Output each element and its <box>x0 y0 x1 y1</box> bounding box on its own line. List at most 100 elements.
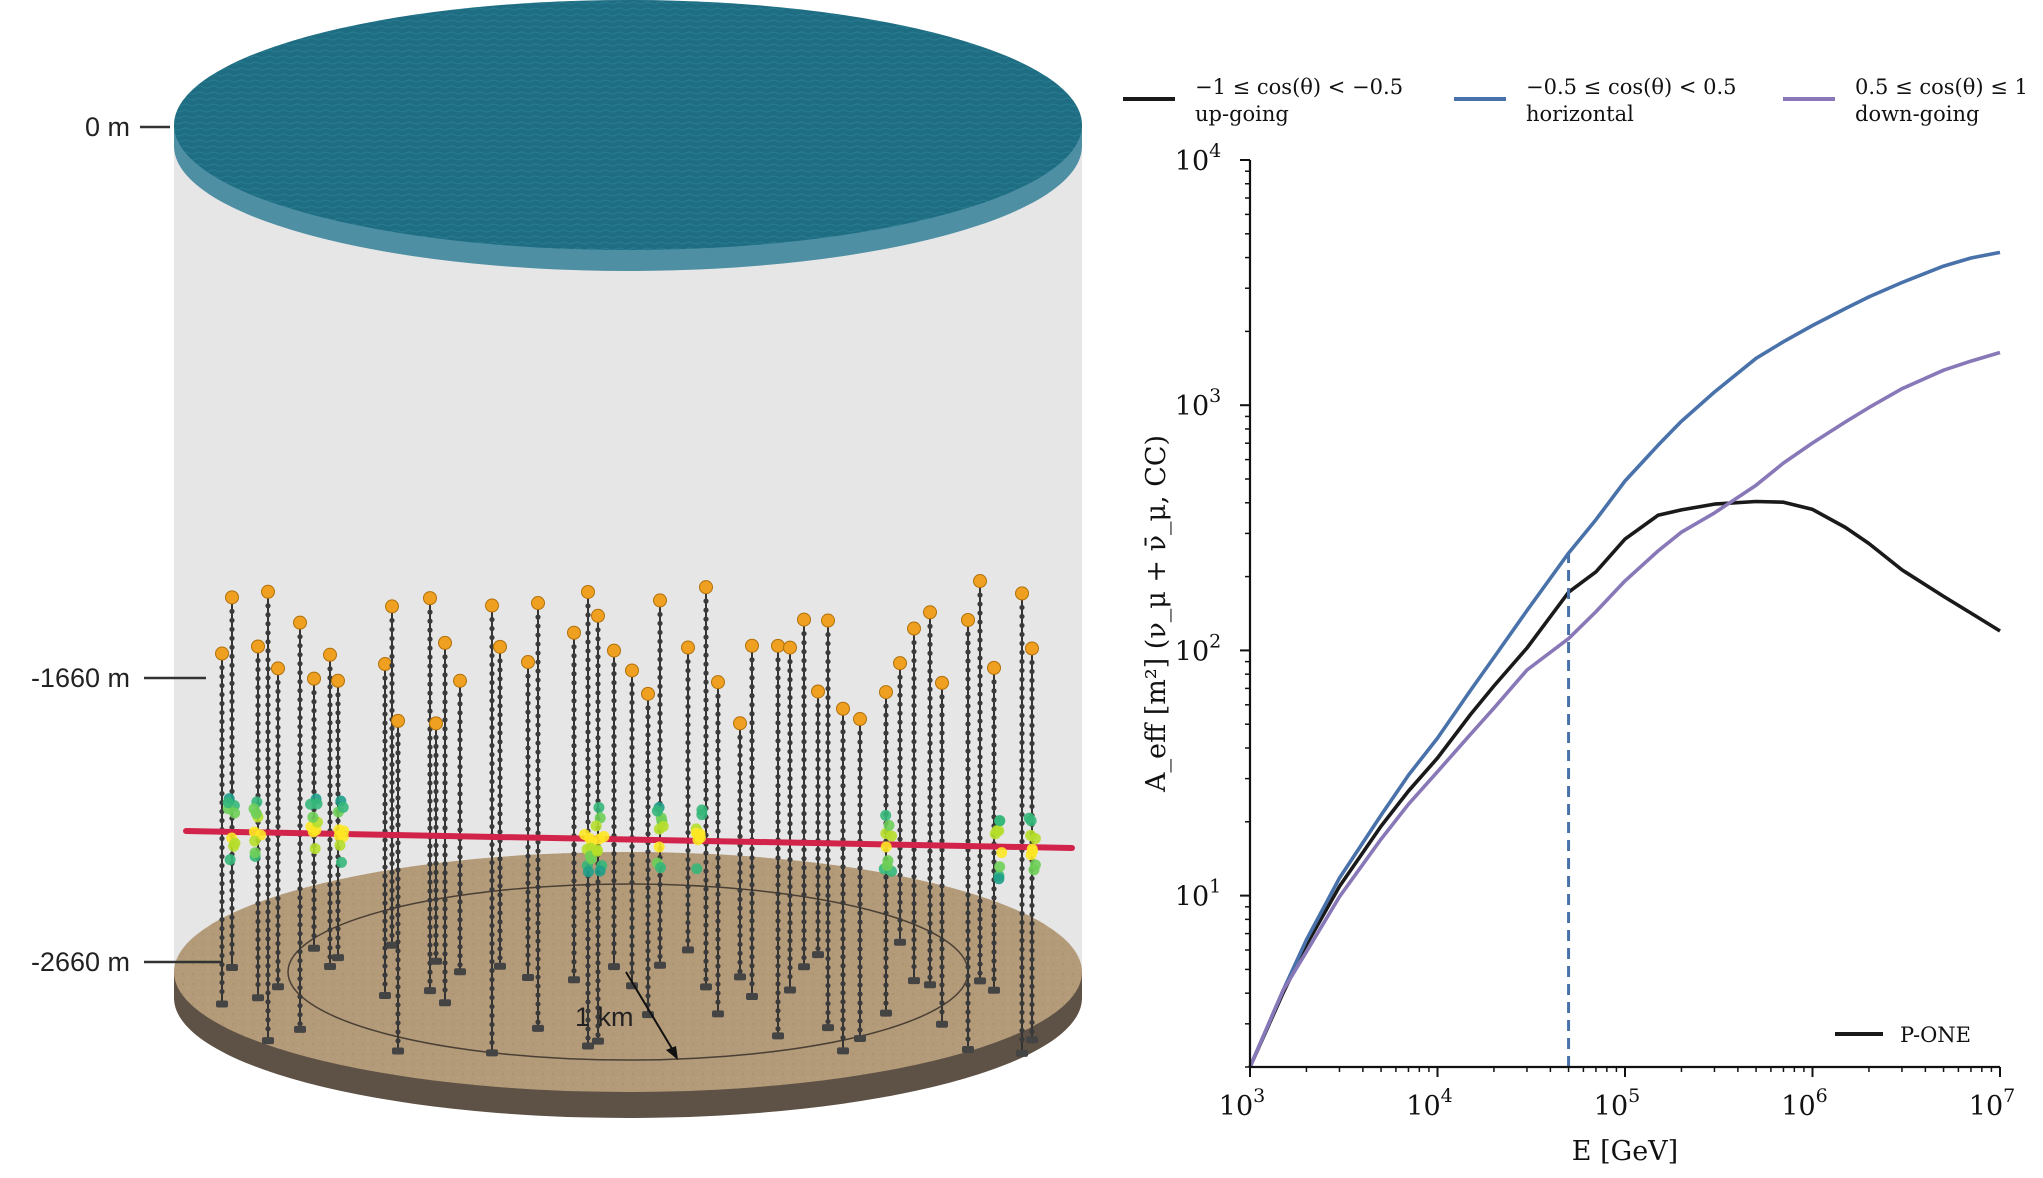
hit-dot <box>337 801 349 813</box>
detector-string <box>797 612 811 971</box>
scale-arrow: 1 km <box>575 971 678 1060</box>
detector-string <box>699 580 713 991</box>
hit-dot <box>248 803 260 815</box>
legend-sublabel: down-going <box>1855 102 1979 126</box>
hit-dot <box>690 827 702 839</box>
detector-string <box>1015 586 1029 1057</box>
legend-sublabel: horizontal <box>1526 102 1634 126</box>
detector-string <box>961 613 975 1053</box>
hit-dot <box>655 862 667 874</box>
depth-marker-1660: -1660 m <box>31 663 206 693</box>
hit-dot <box>579 828 591 840</box>
hit-dot <box>653 823 665 835</box>
detector-string <box>783 640 797 994</box>
detector-string <box>821 613 835 1032</box>
depth-label-2660m: -2660 m <box>31 947 130 977</box>
y-tick-label: 102 <box>1175 630 1221 667</box>
hit-clusters <box>222 793 1041 885</box>
hit-dot <box>1025 849 1037 861</box>
x-axis-title: E [GeV] <box>1572 1136 1678 1167</box>
detector-string <box>261 584 275 1045</box>
detector-string <box>711 675 725 1018</box>
x-tick-label: 106 <box>1781 1085 1827 1122</box>
hit-dot <box>886 830 898 842</box>
detector-string <box>378 657 392 1000</box>
hit-dot <box>590 820 602 832</box>
hit-dot <box>691 863 703 875</box>
depth-marker-2660: -2660 m <box>31 947 222 977</box>
depth-label-1660m: -1660 m <box>31 663 130 693</box>
detector-string <box>521 655 535 981</box>
detector-string <box>907 621 921 985</box>
hit-dot <box>883 819 895 831</box>
detector-string <box>293 615 307 1033</box>
hit-dot <box>1029 859 1041 871</box>
hit-dot <box>248 826 260 838</box>
hit-dot <box>653 841 665 853</box>
legend-item-0: −1 ≤ cos(θ) < −0.5 up-going <box>1123 75 1403 126</box>
hit-dot <box>249 847 261 859</box>
hit-dot <box>993 825 1005 837</box>
hit-dot <box>996 847 1008 859</box>
detector-string <box>973 574 987 985</box>
hit-dot <box>591 845 603 857</box>
detector-string <box>853 712 867 1042</box>
hit-dot <box>994 861 1006 873</box>
depth-marker-0: 0 m <box>85 112 170 142</box>
x-tick-label: 107 <box>1969 1085 2015 1122</box>
inner-legend: P-ONE <box>1835 1023 1971 1047</box>
depth-label-0m: 0 m <box>85 112 130 142</box>
detector-string <box>745 638 759 1001</box>
hit-dot <box>334 839 346 851</box>
detector-string <box>681 640 695 954</box>
hit-dot <box>881 860 893 872</box>
hit-dot <box>594 865 606 877</box>
detector-string <box>811 684 825 959</box>
detector-string <box>607 643 621 971</box>
detector-string <box>653 593 667 969</box>
detector-string <box>531 596 545 1032</box>
detector-string <box>493 639 507 970</box>
hit-dot <box>229 837 241 849</box>
x-tick-label: 105 <box>1594 1085 1640 1122</box>
seafloor-disc <box>174 852 1082 1118</box>
detector-string <box>625 663 639 990</box>
detector-string <box>771 638 785 1040</box>
detector-string <box>893 656 907 946</box>
legend-label: −1 ≤ cos(θ) < −0.5 <box>1195 75 1403 99</box>
hit-dot <box>993 873 1005 885</box>
series-line-1 <box>1248 250 2001 1068</box>
series-line-2 <box>1248 350 2001 1068</box>
muon-track <box>183 828 1075 851</box>
x-tick-label: 103 <box>1219 1085 1265 1122</box>
detector-string <box>733 716 747 981</box>
hit-dot <box>598 831 610 843</box>
detector-illustration: 0 m -1660 m -2660 m 1 km <box>31 0 1082 1118</box>
hit-dot <box>593 801 605 813</box>
axes: 103 104 105 106 107 101 102 103 104 E [GeV] A_eff … <box>1141 140 2015 1167</box>
series-lines <box>1248 250 2001 1068</box>
detector-string <box>923 605 937 989</box>
hit-dot <box>880 841 892 853</box>
y-tick-label: 101 <box>1175 876 1221 913</box>
legend-sublabel: up-going <box>1195 102 1289 126</box>
y-tick-label: 104 <box>1175 140 1221 177</box>
legend-item-1: −0.5 ≤ cos(θ) < 0.5 horizontal <box>1454 75 1737 126</box>
hit-dot <box>338 825 350 837</box>
detector-string <box>323 647 337 971</box>
scale-label: 1 km <box>575 1002 634 1032</box>
hit-dot <box>222 797 234 809</box>
hit-dot <box>582 866 594 878</box>
hit-dot <box>307 811 319 823</box>
legend: −1 ≤ cos(θ) < −0.5 up-going −0.5 ≤ cos(θ) … <box>1123 75 2028 126</box>
hit-dot <box>1029 833 1041 845</box>
detector-string <box>423 591 437 995</box>
y-tick-label: 103 <box>1175 385 1221 422</box>
hit-dot <box>249 835 261 847</box>
legend-label: 0.5 ≤ cos(θ) ≤ 1 <box>1855 75 2028 99</box>
detector-string <box>641 686 655 1019</box>
hit-dot <box>696 809 708 821</box>
hit-dot <box>994 815 1006 827</box>
legend-item-2: 0.5 ≤ cos(θ) ≤ 1 down-going <box>1783 75 2028 126</box>
